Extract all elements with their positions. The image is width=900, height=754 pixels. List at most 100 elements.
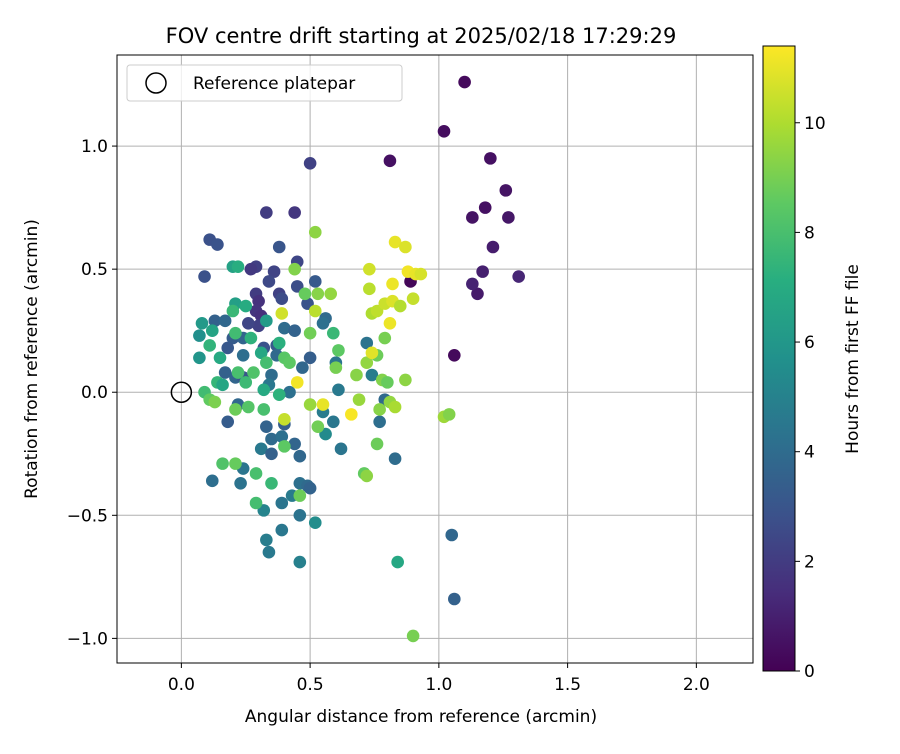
data-point [216, 457, 229, 470]
data-point [226, 304, 240, 318]
data-point [471, 287, 484, 301]
data-point [242, 400, 255, 414]
data-point [406, 292, 420, 305]
legend: Reference platepar [126, 64, 403, 102]
data-point [316, 317, 330, 330]
colorbar-tick-label: 10 [804, 114, 826, 134]
data-point [208, 314, 222, 328]
data-point [278, 413, 291, 426]
data-point [332, 383, 345, 397]
colorbar-ticks: 0 2 4 6 8 10 [795, 114, 826, 682]
data-point [308, 516, 322, 529]
data-point [391, 555, 404, 569]
data-point [262, 545, 276, 559]
data-point [195, 317, 209, 330]
data-point [350, 368, 363, 382]
data-point [275, 292, 289, 305]
data-point [260, 314, 273, 328]
data-point [484, 152, 497, 165]
data-point [308, 275, 322, 288]
data-point [260, 356, 273, 369]
data-point [265, 368, 278, 382]
data-point [373, 403, 386, 416]
data-point [365, 368, 379, 382]
data-point [211, 238, 224, 251]
y-axis-ticks: −1.0 −0.5 0.0 0.5 1.0 [67, 137, 117, 649]
data-point [260, 206, 273, 219]
data-point [208, 395, 222, 409]
data-point [265, 477, 278, 490]
data-point [221, 341, 235, 355]
x-tick-label: 2.0 [683, 675, 710, 695]
data-point [260, 420, 273, 433]
data-point [502, 211, 515, 224]
data-point [234, 477, 247, 490]
legend-label: Reference platepar [193, 74, 355, 94]
data-point [288, 437, 301, 451]
data-point [267, 265, 281, 278]
data-point [193, 329, 206, 342]
data-point [345, 408, 358, 421]
data-point [334, 442, 348, 456]
data-point [329, 361, 343, 374]
data-point [512, 270, 525, 283]
data-point [203, 339, 216, 352]
data-point [360, 336, 374, 350]
data-point [486, 240, 500, 254]
data-point [478, 201, 492, 214]
data-point [278, 321, 291, 335]
data-point [265, 432, 278, 446]
colorbar [762, 45, 796, 672]
data-point [290, 376, 304, 389]
data-point [442, 408, 456, 421]
x-tick-label: 0.5 [297, 675, 324, 695]
data-point [275, 430, 289, 443]
data-point [324, 287, 338, 301]
x-axis-label: Angular distance from reference (arcmin) [245, 707, 597, 727]
data-point [373, 415, 386, 429]
data-point [275, 523, 289, 537]
data-point [298, 287, 312, 301]
data-point [399, 373, 412, 387]
data-point [293, 449, 307, 463]
data-point [275, 496, 289, 510]
colorbar-tick-label: 6 [804, 333, 815, 353]
data-point [499, 184, 513, 197]
data-point [272, 336, 286, 350]
data-point [229, 326, 242, 340]
colorbar-tick-label: 4 [804, 443, 815, 463]
data-point [388, 400, 402, 414]
data-point [381, 376, 394, 389]
data-point [303, 351, 317, 365]
data-point [445, 528, 459, 542]
data-point [406, 629, 420, 643]
data-point [326, 415, 340, 429]
data-point [303, 326, 317, 340]
data-point [254, 346, 268, 360]
data-point [311, 420, 325, 433]
data-point [229, 457, 242, 470]
data-point [265, 447, 278, 461]
data-point [213, 351, 227, 365]
chart-title: FOV centre drift starting at 2025/02/18 … [166, 24, 677, 48]
y-tick-label: −0.5 [67, 506, 108, 526]
data-point [239, 299, 253, 313]
colorbar-tick-label: 0 [804, 662, 815, 682]
data-point [388, 452, 402, 465]
data-point [257, 403, 271, 416]
data-point [272, 388, 286, 401]
data-point [437, 125, 451, 138]
data-point [257, 383, 271, 397]
data-point [466, 211, 479, 224]
x-tick-label: 1.5 [554, 675, 581, 695]
data-point [244, 331, 258, 345]
data-point [308, 225, 322, 239]
data-point [198, 270, 211, 283]
data-point [414, 267, 428, 281]
data-point [303, 157, 317, 170]
data-point [293, 509, 307, 522]
data-point [293, 555, 307, 569]
data-point [262, 275, 276, 288]
